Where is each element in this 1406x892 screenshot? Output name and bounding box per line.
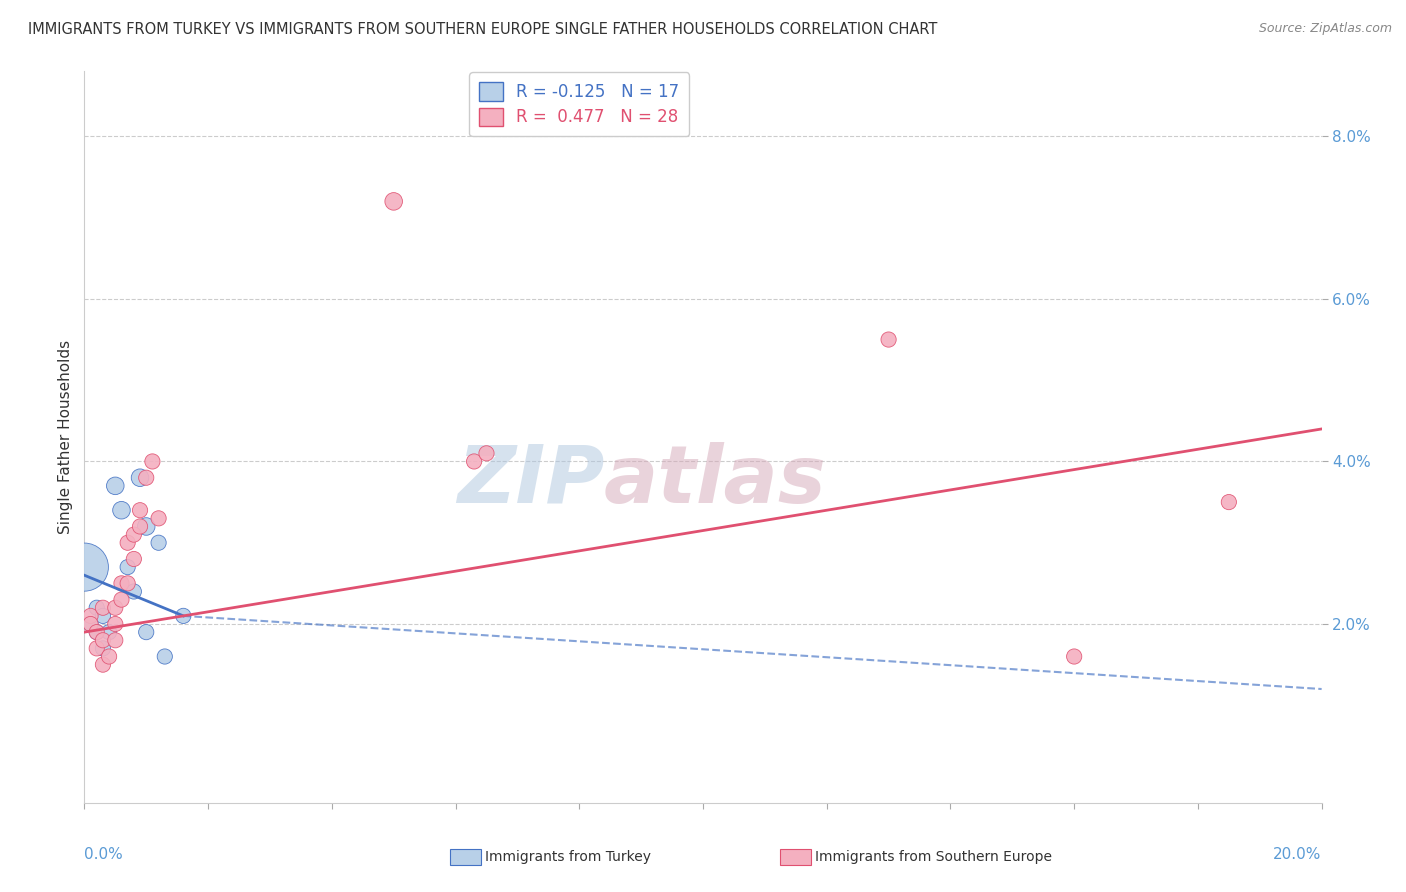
Point: [91, 608, 114, 623]
Point: [86, 600, 108, 615]
Point: [86, 625, 108, 640]
Point: [117, 535, 139, 549]
Point: [110, 503, 132, 517]
Legend: R = -0.125   N = 17, R =  0.477   N = 28: R = -0.125 N = 17, R = 0.477 N = 28: [470, 72, 689, 136]
Point: [135, 519, 157, 533]
Text: Immigrants from Turkey: Immigrants from Turkey: [485, 850, 651, 864]
Point: [91, 641, 114, 656]
Y-axis label: Single Father Households: Single Father Households: [58, 340, 73, 534]
Point: [86, 625, 108, 640]
Point: [73, 560, 96, 574]
Point: [129, 519, 152, 533]
Point: [129, 503, 152, 517]
Text: atlas: atlas: [605, 442, 827, 520]
Point: [463, 454, 485, 468]
Point: [79, 617, 101, 632]
Point: [135, 471, 157, 485]
Text: IMMIGRANTS FROM TURKEY VS IMMIGRANTS FROM SOUTHERN EUROPE SINGLE FATHER HOUSEHOL: IMMIGRANTS FROM TURKEY VS IMMIGRANTS FRO…: [28, 22, 938, 37]
Point: [1063, 649, 1085, 664]
Point: [91, 600, 114, 615]
Text: Immigrants from Southern Europe: Immigrants from Southern Europe: [815, 850, 1053, 864]
Point: [110, 592, 132, 607]
Point: [475, 446, 498, 460]
Point: [153, 649, 176, 664]
Point: [122, 584, 145, 599]
Text: Source: ZipAtlas.com: Source: ZipAtlas.com: [1258, 22, 1392, 36]
Point: [382, 194, 405, 209]
Point: [1218, 495, 1240, 509]
Point: [104, 633, 127, 648]
Point: [110, 576, 132, 591]
Point: [877, 333, 900, 347]
Point: [141, 454, 163, 468]
Text: ZIP: ZIP: [457, 442, 605, 520]
Point: [98, 625, 121, 640]
Point: [117, 576, 139, 591]
Point: [122, 527, 145, 541]
Point: [117, 560, 139, 574]
Point: [148, 535, 170, 549]
Text: 0.0%: 0.0%: [84, 847, 124, 862]
Point: [129, 471, 152, 485]
Text: 20.0%: 20.0%: [1274, 847, 1322, 862]
Point: [79, 608, 101, 623]
Point: [98, 649, 121, 664]
Point: [91, 633, 114, 648]
Point: [86, 641, 108, 656]
Point: [104, 600, 127, 615]
Point: [79, 617, 101, 632]
Point: [148, 511, 170, 525]
Point: [135, 625, 157, 640]
Point: [122, 552, 145, 566]
Point: [172, 608, 194, 623]
Point: [104, 479, 127, 493]
Point: [104, 617, 127, 632]
Point: [91, 657, 114, 672]
